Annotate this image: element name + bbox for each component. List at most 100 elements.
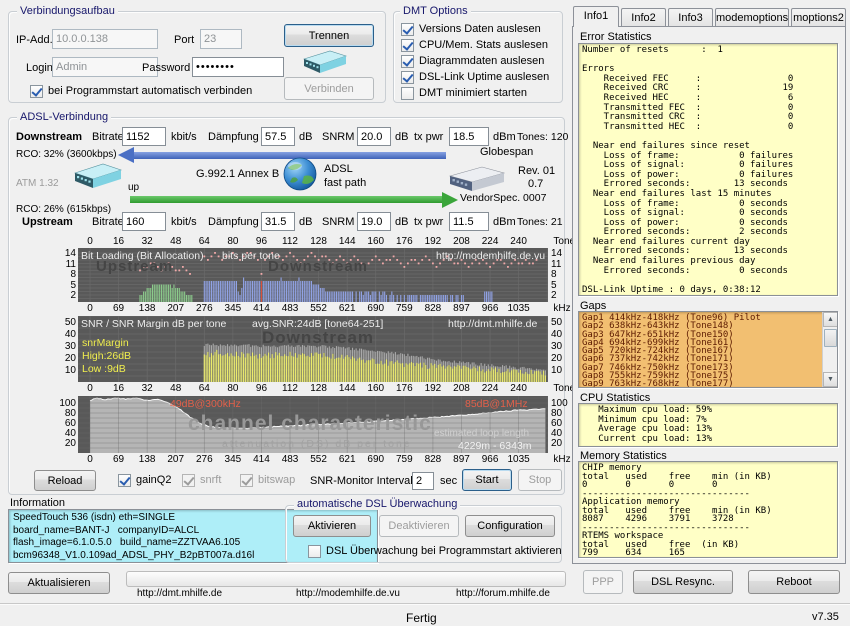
connect-button[interactable]: Verbinden [284, 77, 374, 100]
refresh-button[interactable]: Aktualisieren [8, 572, 110, 594]
axis-tick: 621 [333, 454, 361, 465]
autoconnect-row[interactable]: bei Programmstart automatisch verbinden [30, 83, 252, 99]
tab-modemoptions[interactable]: modemoptions [715, 8, 789, 27]
axis-tick: 345 [219, 454, 247, 465]
axis-tick: 208 [447, 383, 475, 394]
gaps-scrollbar[interactable]: ▲ ▼ [822, 312, 837, 387]
link-dmt-mhilfe[interactable]: http://dmt.mhilfe.de [137, 588, 222, 599]
us-snrm-label: SNRM [322, 216, 354, 228]
modem-state-label: up [128, 182, 139, 193]
bits-yaxis-left: 1411852 [54, 248, 76, 302]
ds-rate-unit: kbit/s [171, 131, 197, 143]
axis-tick: 690 [362, 454, 390, 465]
ds-snrm-input[interactable] [357, 127, 391, 146]
axis-tick: 759 [390, 454, 418, 465]
activate-button[interactable]: Aktivieren [293, 515, 371, 537]
login-label: Login [26, 62, 53, 74]
snrft-checkbox[interactable] [182, 474, 195, 487]
dmt-option-2[interactable]: Diagrammdaten auslesen [401, 53, 559, 69]
yaxis-tick: 20 [551, 353, 573, 364]
channel-annotation-left: 49dB@300kHz [170, 398, 241, 410]
dmt-option-checkbox[interactable] [401, 87, 414, 100]
yaxis-tick: 20 [54, 353, 76, 364]
ds-bitrate-input[interactable] [122, 127, 166, 146]
deactivate-button[interactable]: Deaktivieren [379, 515, 459, 537]
ds-bitrate-label: Bitrate [92, 131, 124, 143]
axis-tick: 276 [190, 303, 218, 314]
password-input[interactable] [192, 57, 284, 77]
ppp-button[interactable]: PPP [583, 570, 623, 594]
dmt-option-checkbox[interactable] [401, 23, 414, 36]
error-statistics-text: Number of resets : 1 Errors Received FEC… [579, 44, 837, 295]
axis-tick: 552 [305, 303, 333, 314]
ds-txpwr-input[interactable] [449, 127, 489, 146]
us-snrm-input[interactable] [357, 212, 391, 231]
axis-tick: 1035 [505, 454, 533, 465]
stop-button[interactable]: Stop [518, 469, 562, 491]
dmt-option-0[interactable]: Versions Daten auslesen [401, 21, 559, 37]
us-bitrate-input[interactable] [122, 212, 166, 231]
bitswap-label: bitswap [258, 474, 295, 486]
yaxis-tick: 5 [551, 280, 573, 291]
tone-axis-top: 0163248648096112128144160176192208224240… [78, 236, 583, 248]
monitoring-startup-checkbox[interactable] [308, 545, 321, 558]
disconnect-button[interactable]: Trennen [284, 24, 374, 47]
dmt-option-1[interactable]: CPU/Mem. Stats auslesen [401, 37, 559, 53]
standard-label: G.992.1 Annex B [196, 168, 279, 180]
scrollbar-thumb[interactable] [824, 329, 837, 347]
snr-margin-low-label: Low :9dB [82, 363, 126, 375]
axis-tick: 1035 [505, 303, 533, 314]
link-modemhilfe[interactable]: http://modemhilfe.de.vu [296, 588, 400, 599]
autoconnect-checkbox[interactable] [30, 85, 43, 98]
reload-button[interactable]: Reload [34, 470, 96, 491]
scroll-down-icon[interactable]: ▼ [823, 372, 838, 387]
axis-tick: 690 [362, 303, 390, 314]
axis-tick: 138 [133, 303, 161, 314]
port-input[interactable] [200, 29, 242, 49]
gaps-text: Gap1 414kHz-418kHz (Tone96) Pilot Gap2 6… [579, 312, 837, 388]
us-db1: dB [299, 216, 312, 228]
tab-info2[interactable]: Info2 [621, 8, 666, 27]
us-attn-input[interactable] [261, 212, 295, 231]
bits-watermark-downstream: Downstream [268, 258, 368, 275]
gainq2-checkbox[interactable] [118, 474, 131, 487]
snrft-row: snrft [182, 472, 221, 488]
bitswap-checkbox[interactable] [240, 474, 253, 487]
fastpath-label: fast path [324, 177, 366, 189]
sec-label: sec [440, 475, 457, 487]
start-button[interactable]: Start [462, 469, 512, 491]
dmt-option-3[interactable]: DSL-Link Uptime auslesen [401, 69, 559, 85]
axis-tick: 112 [276, 236, 304, 247]
reboot-button[interactable]: Reboot [748, 570, 840, 594]
dmt-option-checkbox[interactable] [401, 71, 414, 84]
bits-chart-url: http://modemhilfe.de.vu [436, 250, 545, 262]
tab-moptions2[interactable]: moptions2 [791, 8, 846, 27]
configuration-button[interactable]: Configuration [465, 515, 555, 537]
ds-txpwr-label: tx pwr [414, 131, 443, 143]
gainq2-row[interactable]: gainQ2 [118, 472, 171, 488]
yaxis-tick: 11 [551, 259, 573, 270]
dmt-option-checkbox[interactable] [401, 39, 414, 52]
local-modem-icon [70, 161, 124, 191]
dmt-option-checkbox[interactable] [401, 55, 414, 68]
scroll-up-icon[interactable]: ▲ [823, 312, 838, 327]
axis-tick: 414 [247, 303, 275, 314]
tab-info3[interactable]: Info3 [668, 8, 713, 27]
link-forum-mhilfe[interactable]: http://forum.mhilfe.de [456, 588, 550, 599]
yaxis-tick: 10 [551, 365, 573, 376]
us-txpwr-input[interactable] [449, 212, 489, 231]
tab-info1[interactable]: Info1 [573, 6, 619, 27]
ds-attn-input[interactable] [261, 127, 295, 146]
yaxis-tick: 11 [54, 259, 76, 270]
yaxis-tick: 2 [551, 290, 573, 301]
dsl-resync-button[interactable]: DSL Resync. [633, 570, 733, 594]
monitoring-startup-row[interactable]: DSL Überwachung bei Programmstart aktivi… [308, 543, 562, 559]
axis-tick: 828 [419, 303, 447, 314]
axis-tick: 0 [76, 454, 104, 465]
ip-input[interactable] [52, 29, 158, 49]
axis-tick: 621 [333, 303, 361, 314]
snr-monitor-interval-input[interactable] [412, 472, 434, 490]
dmt-option-4[interactable]: DMT minimiert starten [401, 85, 559, 101]
snr-watermark: Downstream [262, 328, 374, 348]
gaps-list[interactable]: Gap1 414kHz-418kHz (Tone96) Pilot Gap2 6… [578, 311, 838, 388]
